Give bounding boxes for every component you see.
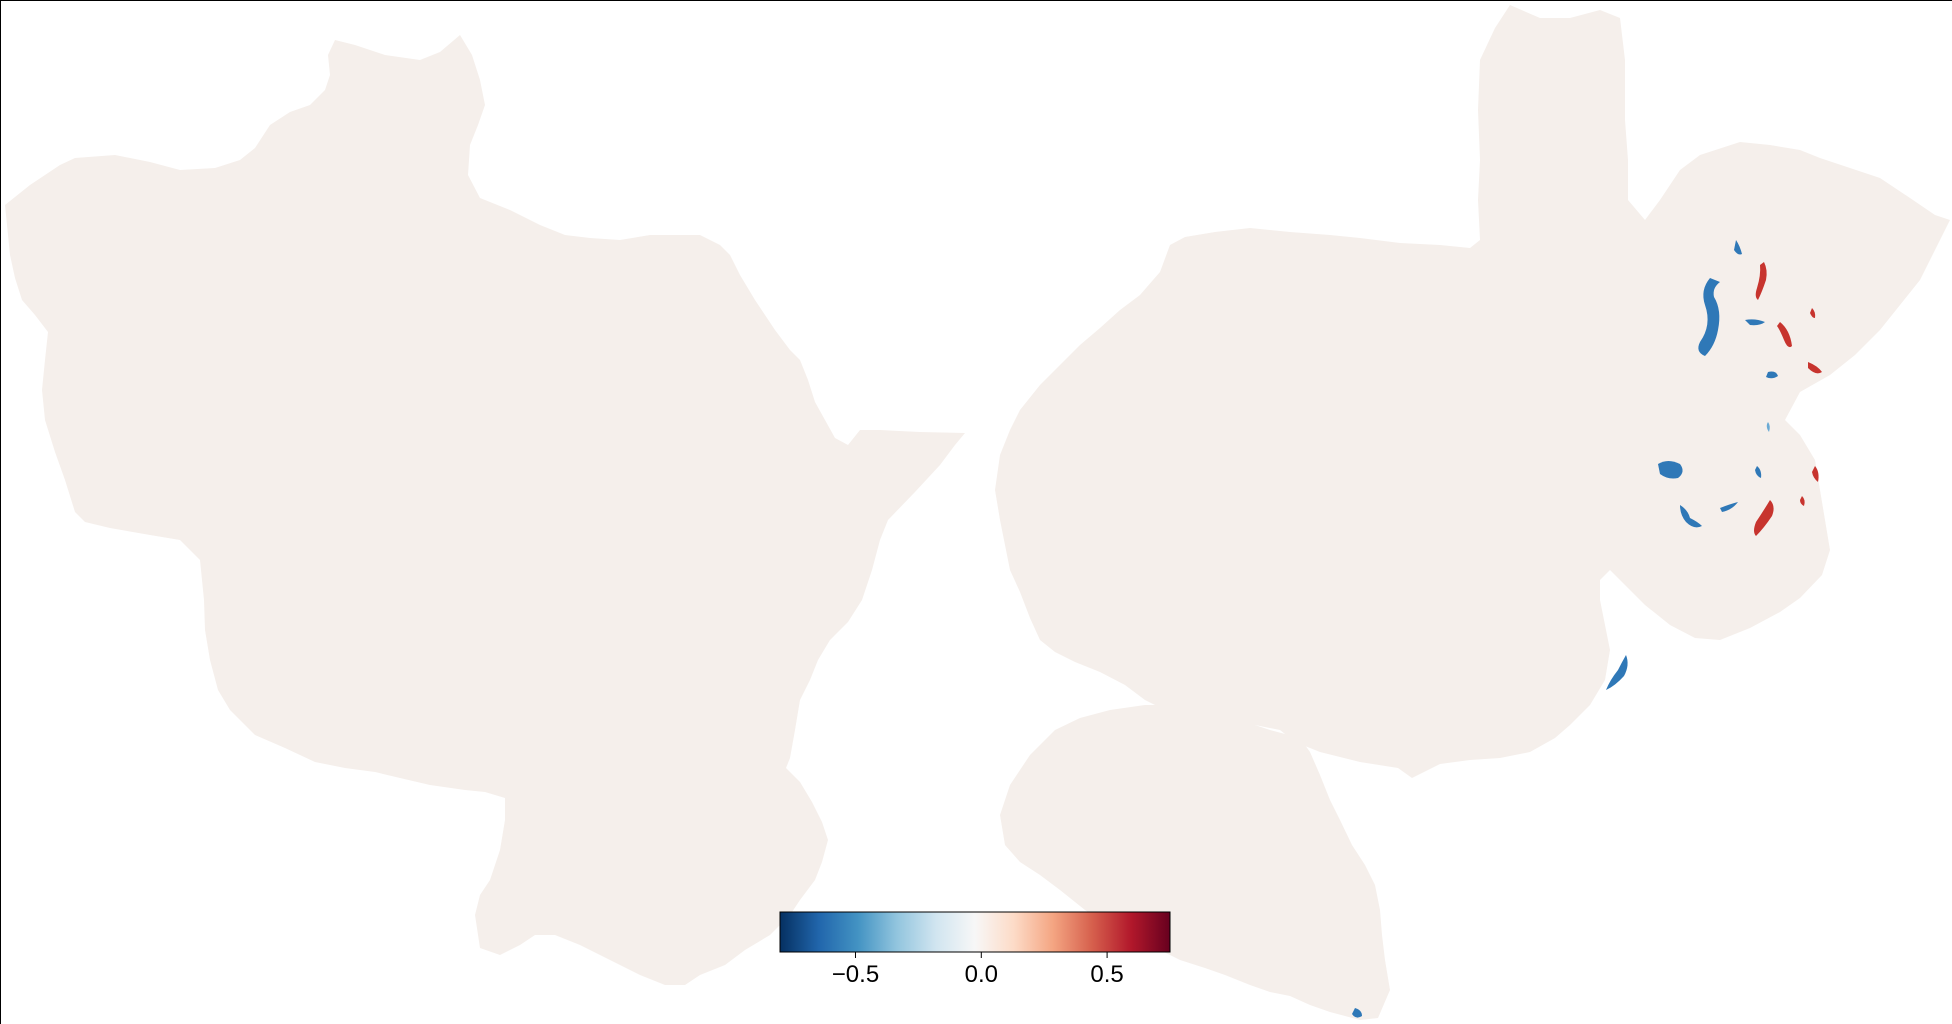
activation-cluster-red <box>1777 322 1792 348</box>
activation-cluster-blue <box>1734 240 1742 255</box>
activation-cluster-blue <box>1658 461 1683 479</box>
activation-cluster-blue <box>1766 371 1778 379</box>
left-hemisphere-flatmap <box>5 35 965 985</box>
right-hemisphere-lower-lobe <box>1000 705 1390 1020</box>
activation-cluster-blue <box>1766 422 1770 432</box>
colorbar-tick-label: 0.5 <box>1090 961 1123 988</box>
colorbar-tick-label: −0.5 <box>832 961 879 988</box>
activation-cluster-red <box>1812 466 1819 482</box>
activation-cluster-blue <box>1698 278 1720 356</box>
colorbar-tick-label: 0.0 <box>965 961 998 988</box>
activation-cluster-red <box>1754 500 1774 536</box>
activation-cluster-blue <box>1720 502 1738 512</box>
activation-cluster-blue <box>1606 655 1628 690</box>
activation-cluster-blue <box>1755 466 1762 478</box>
activation-cluster-red <box>1808 362 1822 374</box>
colorbar: −0.5 0.0 0.5 <box>779 911 1171 988</box>
right-hemisphere-flatmap <box>995 5 1950 778</box>
activation-cluster-red <box>1810 308 1816 318</box>
activation-clusters <box>1352 240 1822 1018</box>
activation-cluster-red <box>1800 496 1805 506</box>
colorbar-ticks: −0.5 0.0 0.5 <box>832 952 1124 988</box>
colorbar-gradient-bar <box>779 911 1171 953</box>
activation-cluster-red <box>1755 262 1767 300</box>
activation-cluster-blue <box>1745 319 1765 326</box>
activation-cluster-blue <box>1352 1008 1362 1018</box>
activation-cluster-blue <box>1680 505 1702 528</box>
